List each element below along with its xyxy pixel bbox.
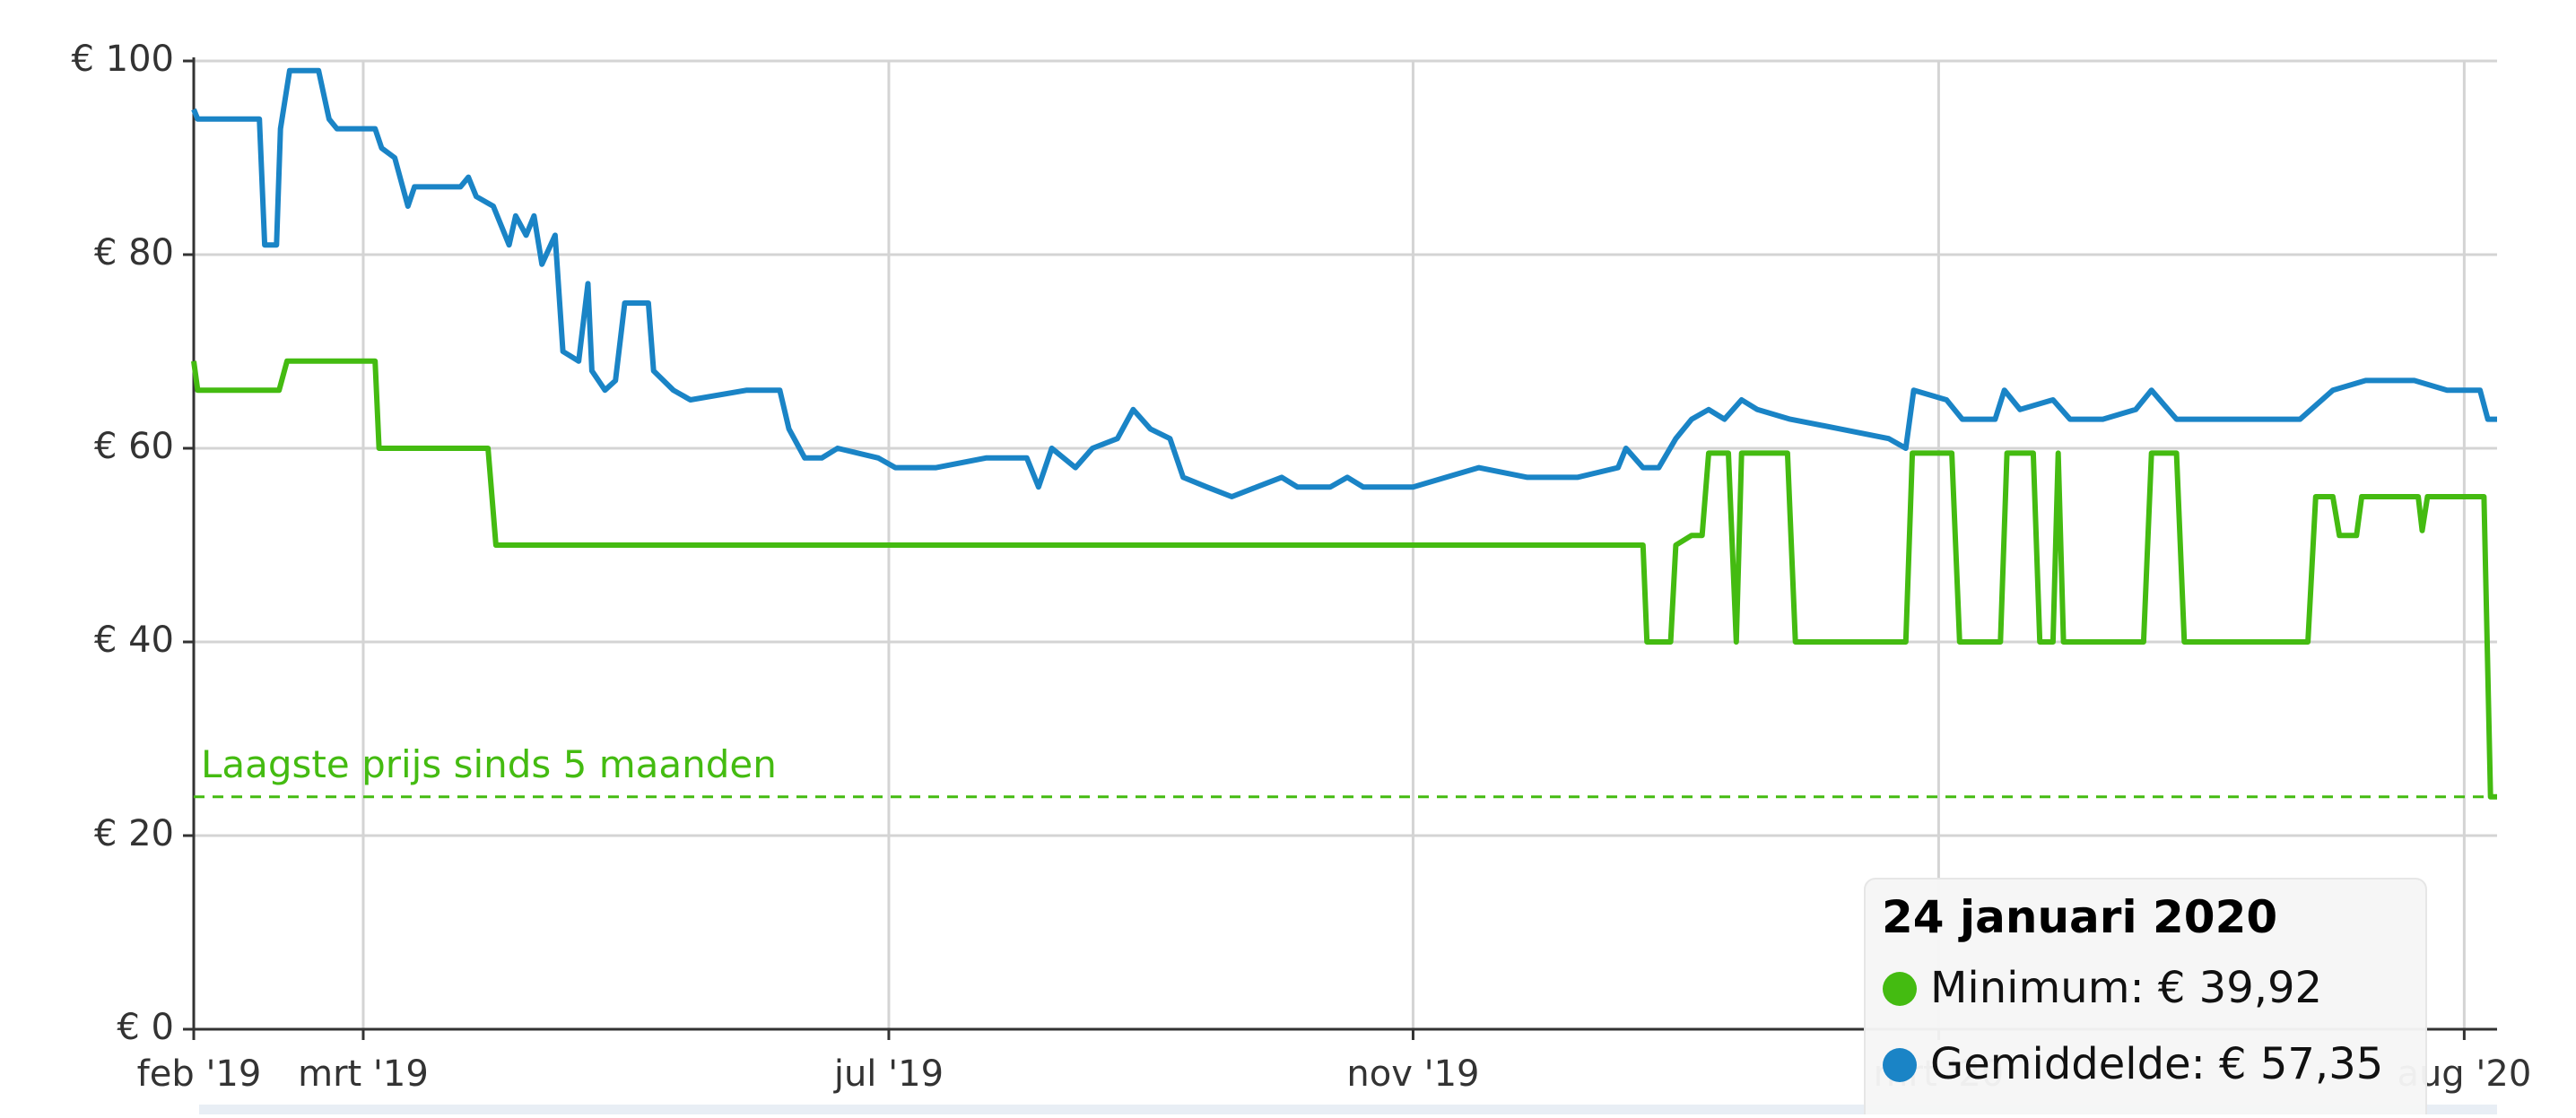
price-line <box>191 358 2497 800</box>
tooltip-title: 24 januari 2020 <box>1882 891 2277 943</box>
x-tick-label: feb '19 <box>137 1053 262 1095</box>
y-tick-label: € 0 <box>117 1007 174 1048</box>
tooltip: 24 januari 2020 Minimum: € 39,92 Gemiddeld… <box>1864 878 2427 1118</box>
price-line <box>191 67 2497 499</box>
x-tick-label: jul '19 <box>833 1053 944 1095</box>
tooltip-dot <box>1883 972 1917 1006</box>
tooltip-box <box>1864 878 2427 1118</box>
y-tick-label: € 40 <box>94 620 174 661</box>
y-tick-label: € 80 <box>94 232 174 273</box>
tooltip-row: Gemiddelde: € 57,35 <box>1930 1039 2383 1089</box>
x-tick-label: mrt '19 <box>298 1053 429 1095</box>
tooltip-row: Minimum: € 39,92 <box>1930 963 2322 1013</box>
tooltip-dot <box>1883 1048 1917 1082</box>
y-tick-label: € 20 <box>94 813 174 854</box>
y-tick-label: € 100 <box>71 39 174 80</box>
y-tick-label: € 60 <box>94 426 174 467</box>
x-tick-label: nov '19 <box>1346 1053 1479 1095</box>
range-slider[interactable] <box>199 1105 2497 1114</box>
reference-label: Laagste prijs sinds 5 maanden <box>201 742 777 786</box>
